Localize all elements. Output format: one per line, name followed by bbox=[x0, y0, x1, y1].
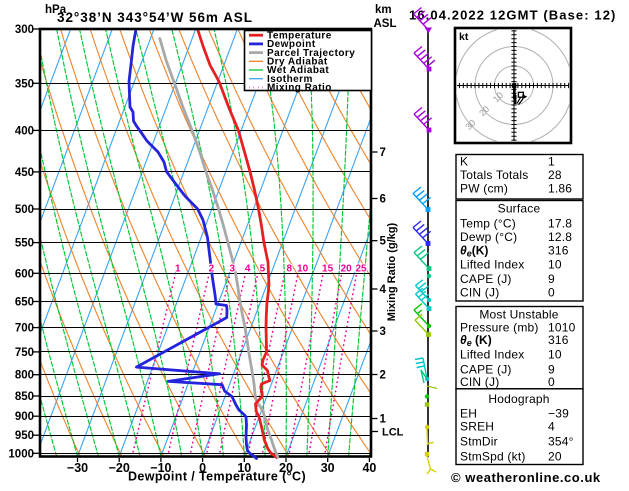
svg-text:SREH: SREH bbox=[460, 419, 494, 433]
svg-text:1: 1 bbox=[380, 414, 387, 426]
svg-text:Most Unstable: Most Unstable bbox=[479, 308, 558, 322]
svg-text:2: 2 bbox=[380, 370, 386, 382]
svg-text:−10: −10 bbox=[150, 461, 171, 475]
svg-text:0: 0 bbox=[548, 375, 555, 389]
svg-text:CAPE (J): CAPE (J) bbox=[460, 362, 512, 376]
svg-text:Hodograph: Hodograph bbox=[488, 392, 549, 406]
svg-text:354°: 354° bbox=[548, 435, 574, 449]
svg-text:16.04.2022 12GMT (Base: 12): 16.04.2022 12GMT (Base: 12) bbox=[409, 8, 616, 23]
svg-text:Temperature: Temperature bbox=[267, 30, 332, 41]
svg-text:10: 10 bbox=[548, 258, 562, 272]
svg-text:PW (cm): PW (cm) bbox=[460, 182, 508, 196]
svg-text:0: 0 bbox=[199, 461, 206, 475]
svg-text:4: 4 bbox=[548, 419, 555, 433]
svg-text:Dewpoint / Temperature (°C): Dewpoint / Temperature (°C) bbox=[128, 470, 306, 484]
svg-text:Mixing Ratio: Mixing Ratio bbox=[267, 83, 332, 94]
svg-text:12.8: 12.8 bbox=[548, 230, 572, 244]
svg-text:28: 28 bbox=[548, 168, 562, 182]
svg-text:EH: EH bbox=[460, 406, 477, 420]
svg-text:K: K bbox=[460, 155, 468, 169]
svg-text:600: 600 bbox=[15, 268, 34, 280]
svg-text:300: 300 bbox=[15, 24, 34, 36]
svg-text:© weatheronline.co.uk: © weatheronline.co.uk bbox=[451, 470, 601, 485]
svg-text:4: 4 bbox=[245, 264, 251, 275]
svg-text:Isotherm: Isotherm bbox=[267, 74, 313, 85]
svg-text:700: 700 bbox=[15, 323, 34, 335]
svg-text:20: 20 bbox=[548, 450, 562, 464]
svg-text:Dewpoint: Dewpoint bbox=[267, 39, 316, 50]
svg-text:Pressure (mb): Pressure (mb) bbox=[460, 321, 539, 335]
svg-text:CIN (J): CIN (J) bbox=[460, 375, 499, 389]
svg-text:−39: −39 bbox=[548, 406, 569, 420]
svg-text:−20: −20 bbox=[109, 461, 130, 475]
svg-text:40: 40 bbox=[362, 461, 376, 475]
svg-text:Totals Totals: Totals Totals bbox=[460, 168, 528, 182]
svg-text:316: 316 bbox=[548, 243, 569, 257]
svg-text:400: 400 bbox=[15, 125, 34, 137]
svg-text:Lifted Index: Lifted Index bbox=[460, 348, 524, 362]
svg-text:15: 15 bbox=[322, 264, 334, 275]
svg-text:900: 900 bbox=[15, 411, 34, 423]
svg-text:6: 6 bbox=[380, 194, 386, 206]
svg-text:Wet Adiabat: Wet Adiabat bbox=[267, 65, 329, 76]
svg-text:CAPE (J): CAPE (J) bbox=[460, 272, 512, 286]
svg-text:Dry Adiabat: Dry Adiabat bbox=[267, 57, 328, 68]
svg-text:20: 20 bbox=[279, 461, 293, 475]
svg-text:20: 20 bbox=[477, 104, 491, 118]
svg-text:Mixing Ratio (g/kg): Mixing Ratio (g/kg) bbox=[386, 222, 398, 321]
svg-text:LCL: LCL bbox=[382, 427, 404, 439]
svg-text:3: 3 bbox=[230, 264, 236, 275]
svg-text:1.86: 1.86 bbox=[548, 182, 572, 196]
svg-text:1: 1 bbox=[175, 264, 181, 275]
svg-text:StmSpd (kt): StmSpd (kt) bbox=[460, 450, 526, 464]
svg-text:Temp (°C): Temp (°C) bbox=[460, 217, 516, 231]
svg-text:20: 20 bbox=[341, 264, 353, 275]
svg-text:θe (K): θe (K) bbox=[460, 333, 492, 348]
svg-text:500: 500 bbox=[15, 204, 34, 216]
svg-text:450: 450 bbox=[15, 167, 34, 179]
svg-text:30: 30 bbox=[463, 118, 477, 132]
svg-text:−30: −30 bbox=[67, 461, 88, 475]
svg-text:316: 316 bbox=[548, 333, 569, 347]
svg-text:0: 0 bbox=[548, 286, 555, 300]
svg-text:Dewp (°C): Dewp (°C) bbox=[460, 230, 517, 244]
svg-text:Parcel Trajectory: Parcel Trajectory bbox=[267, 48, 355, 59]
svg-text:10: 10 bbox=[237, 461, 251, 475]
svg-text:5: 5 bbox=[260, 264, 266, 275]
svg-text:30: 30 bbox=[321, 461, 335, 475]
svg-text:Surface: Surface bbox=[498, 202, 541, 216]
svg-text:7: 7 bbox=[380, 147, 386, 159]
svg-text:650: 650 bbox=[15, 297, 34, 309]
svg-text:ASL: ASL bbox=[374, 18, 397, 30]
svg-text:CIN (J): CIN (J) bbox=[460, 286, 499, 300]
svg-text:2: 2 bbox=[209, 264, 215, 275]
svg-text:8: 8 bbox=[287, 264, 293, 275]
svg-text:1: 1 bbox=[548, 155, 555, 169]
svg-text:9: 9 bbox=[548, 272, 555, 286]
svg-text:17.8: 17.8 bbox=[548, 217, 572, 231]
svg-text:θe(K): θe(K) bbox=[460, 243, 488, 258]
svg-text:32°38’N 343°54’W 56m ASL: 32°38’N 343°54’W 56m ASL bbox=[57, 10, 253, 25]
svg-text:9: 9 bbox=[548, 362, 555, 376]
svg-text:10: 10 bbox=[548, 348, 562, 362]
svg-text:800: 800 bbox=[15, 370, 34, 382]
svg-text:25: 25 bbox=[355, 264, 367, 275]
svg-text:kt: kt bbox=[459, 31, 469, 43]
svg-text:StmDir: StmDir bbox=[460, 435, 498, 449]
svg-text:350: 350 bbox=[15, 78, 34, 90]
svg-text:km: km bbox=[375, 4, 392, 16]
svg-text:750: 750 bbox=[15, 347, 34, 359]
svg-text:1000: 1000 bbox=[8, 448, 34, 460]
svg-text:4: 4 bbox=[380, 284, 387, 296]
svg-text:950: 950 bbox=[15, 430, 34, 442]
svg-text:hPa: hPa bbox=[45, 4, 67, 16]
svg-text:Lifted Index: Lifted Index bbox=[460, 258, 524, 272]
svg-text:850: 850 bbox=[15, 391, 34, 403]
svg-text:10: 10 bbox=[491, 90, 505, 104]
svg-text:1010: 1010 bbox=[548, 321, 576, 335]
svg-text:3: 3 bbox=[380, 326, 386, 338]
svg-text:10: 10 bbox=[297, 264, 309, 275]
svg-text:550: 550 bbox=[15, 238, 34, 250]
svg-text:5: 5 bbox=[380, 236, 387, 248]
